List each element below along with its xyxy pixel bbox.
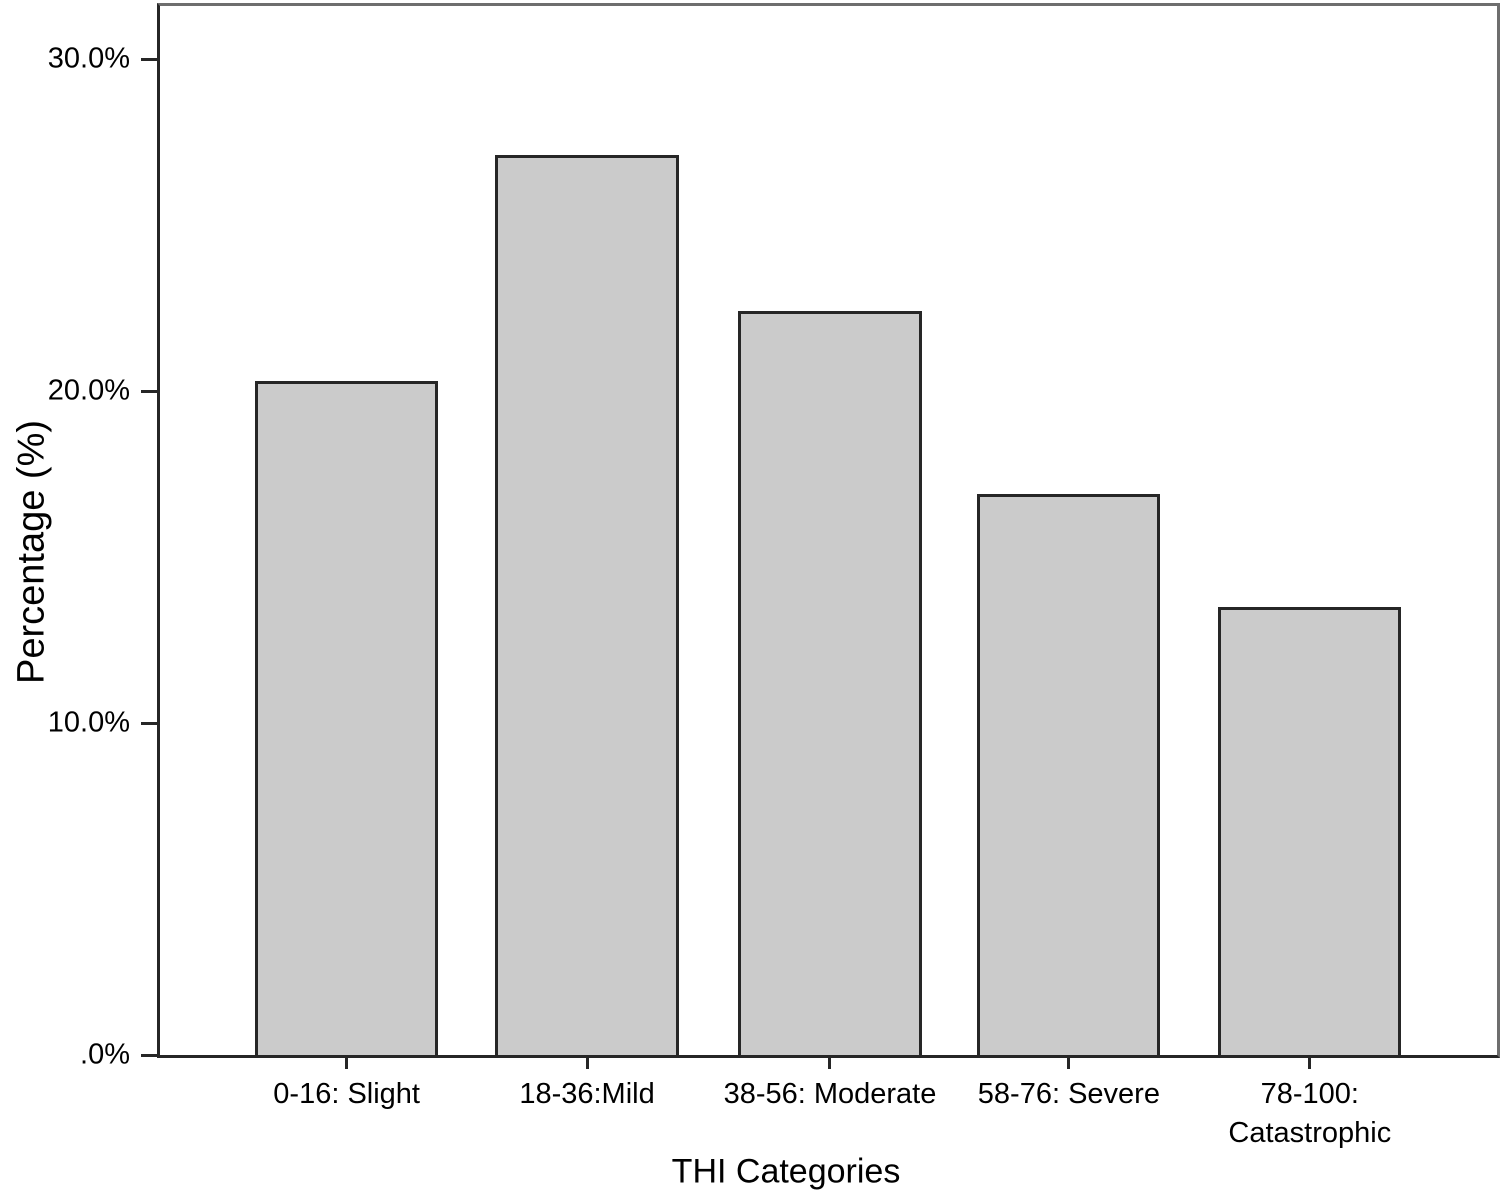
y-tick-label: 30.0% xyxy=(47,42,130,75)
y-axis-tick xyxy=(141,721,157,725)
y-axis-tick xyxy=(141,57,157,61)
bar-4 xyxy=(977,493,1161,1055)
x-axis-tick xyxy=(585,1055,589,1069)
bar-5 xyxy=(1218,606,1402,1055)
x-axis-tick xyxy=(828,1055,832,1069)
y-axis-tick xyxy=(141,389,157,393)
x-category-label: 58-76: Severe xyxy=(977,1078,1160,1110)
bar-1 xyxy=(255,381,439,1055)
x-category-label: 38-56: Moderate xyxy=(723,1078,937,1110)
x-axis-tick xyxy=(1067,1055,1071,1069)
x-category-label: 78-100: Catastrophic xyxy=(1228,1078,1392,1150)
bar-2 xyxy=(495,155,679,1055)
x-category-label: 18-36:Mild xyxy=(519,1078,655,1110)
y-tick-label: 20.0% xyxy=(47,374,130,407)
y-tick-label: 10.0% xyxy=(47,706,130,739)
x-category-label: 0-16: Slight xyxy=(273,1078,420,1110)
bar-3 xyxy=(738,311,922,1055)
y-axis-tick xyxy=(141,1053,157,1057)
y-axis-title: Percentage (%) xyxy=(10,419,53,685)
x-axis-title: THI Categories xyxy=(671,1152,901,1191)
x-axis-tick xyxy=(1308,1055,1312,1069)
plot-area: .0% 10.0% 20.0% 30.0% 0-16: Slight 18-36:Mild… xyxy=(48,3,1500,1149)
y-tick-label: .0% xyxy=(80,1038,130,1071)
x-axis-tick xyxy=(345,1055,349,1069)
